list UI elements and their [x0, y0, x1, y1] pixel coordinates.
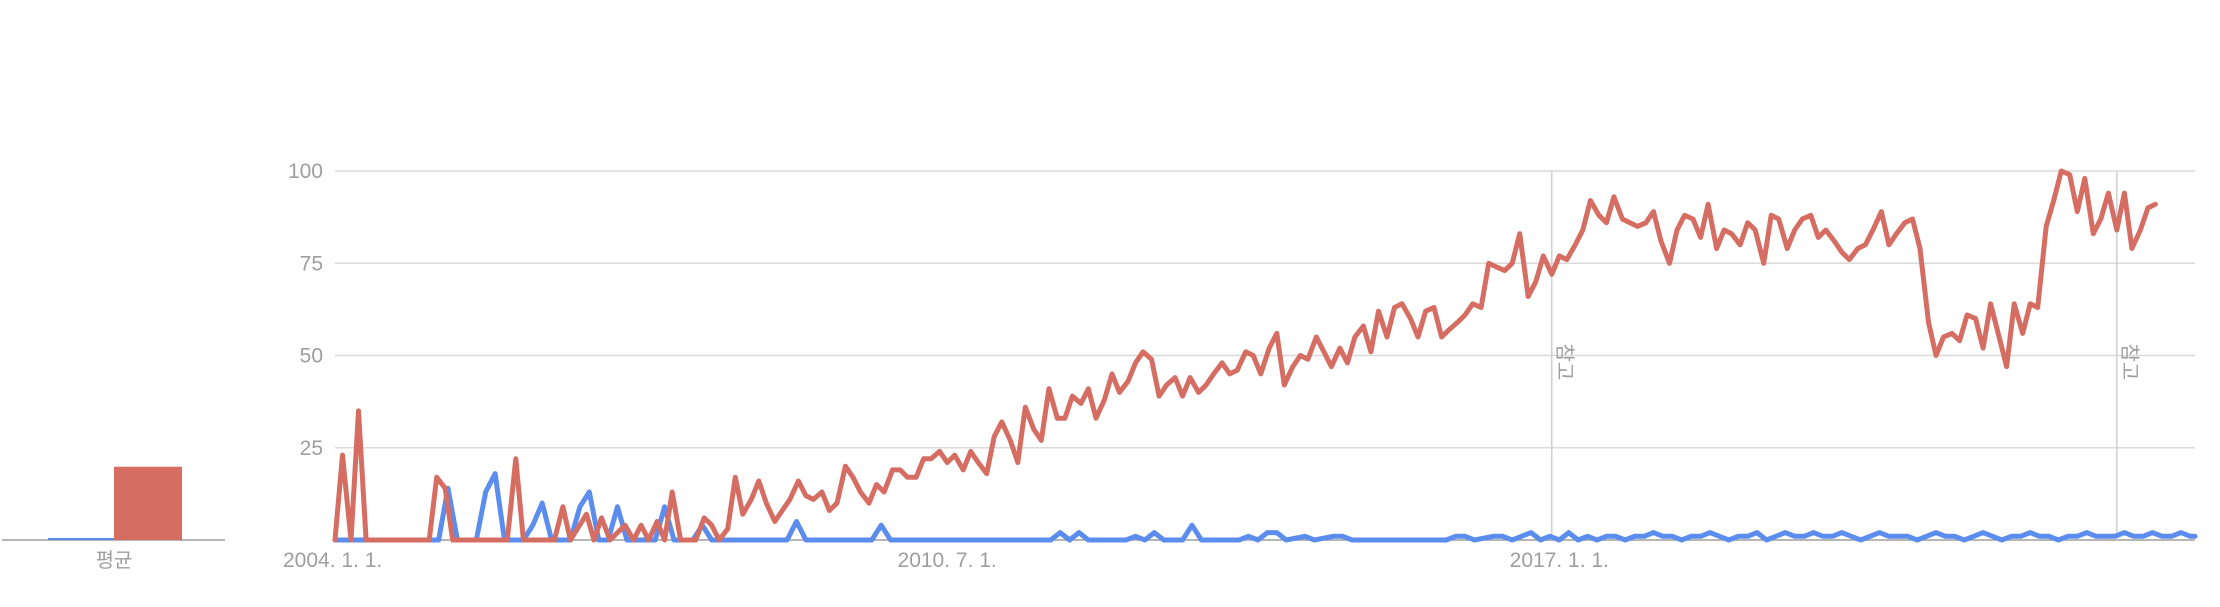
- annotation-label[interactable]: 참고: [1553, 344, 1576, 381]
- average-panel: 평균: [2, 466, 225, 572]
- y-tick-label: 75: [300, 252, 323, 275]
- annotation-label[interactable]: 참고: [2118, 344, 2141, 381]
- x-tick-label: 2010. 7. 1.: [898, 549, 997, 572]
- average-label: 평균: [96, 549, 133, 572]
- y-tick-label: 50: [300, 345, 323, 368]
- x-tick-label: 2017. 1. 1.: [1510, 549, 1609, 572]
- x-tick-label: 2004. 1. 1.: [283, 549, 382, 572]
- annotations: 참고 참고: [1551, 171, 2141, 540]
- series-line-1[interactable]: [332, 168, 2158, 543]
- series-lines: [332, 168, 2198, 543]
- average-bar-0[interactable]: [48, 538, 116, 540]
- average-bar-1[interactable]: [114, 466, 182, 540]
- y-tick-label: 25: [300, 437, 323, 460]
- axis-labels: 25 50 75 100 2004. 1. 1. 2010. 7. 1. 2017. 1. …: [283, 160, 1609, 572]
- y-tick-label: 100: [288, 160, 323, 183]
- series-line-0[interactable]: [332, 471, 2198, 543]
